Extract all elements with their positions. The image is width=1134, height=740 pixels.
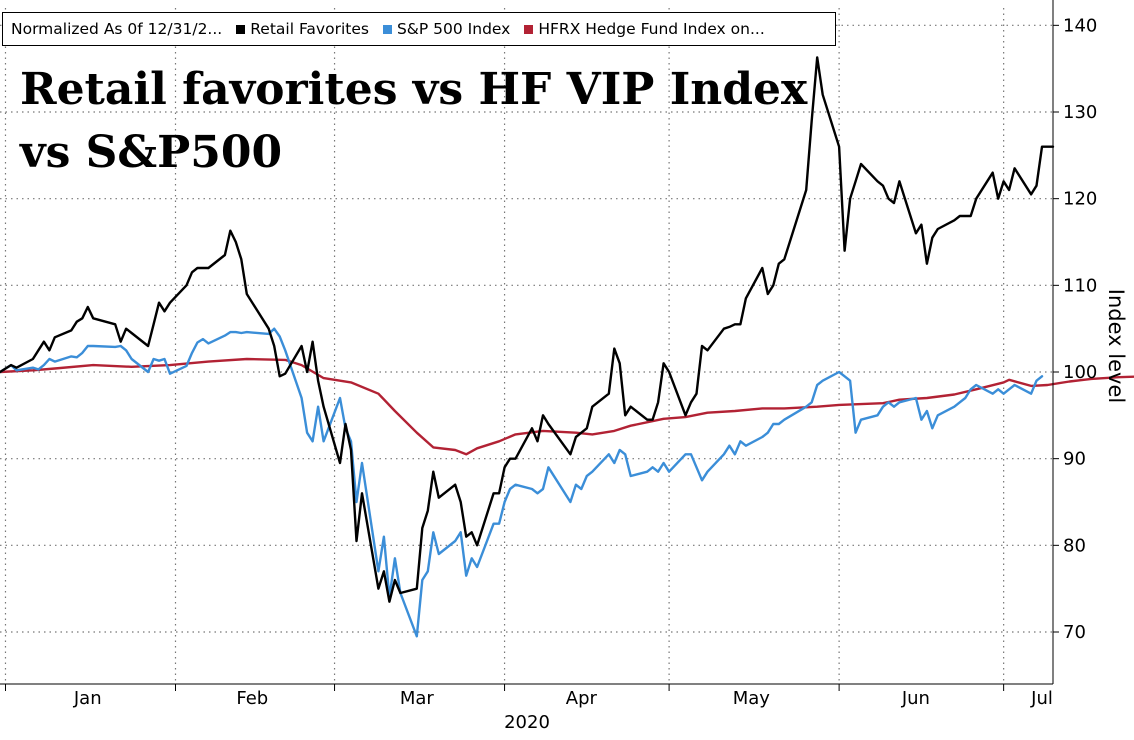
y-tick-label: 90 xyxy=(1063,449,1086,470)
series-line-retail-favorites xyxy=(0,56,1055,603)
series-line-s-p-500-index xyxy=(0,327,1044,638)
y-tick-label: 80 xyxy=(1063,535,1086,556)
legend-label-hfrx: HFRX Hedge Fund Index on... xyxy=(538,20,765,38)
chart-title-line-2: vs S&P500 xyxy=(20,127,283,178)
axes: 70 80 90 100 110 120 130 140 Jan Feb Mar Apr May Jun J… xyxy=(0,0,1097,709)
x-tick-label: Apr xyxy=(566,688,598,709)
series-line-hfrx-hedge-fund-index-on xyxy=(0,357,1134,456)
legend-label-retail-favorites: Retail Favorites xyxy=(250,20,369,38)
y-tick-label: 70 xyxy=(1063,622,1086,643)
legend: Normalized As 0f 12/31/2... Retail Favor… xyxy=(2,12,836,46)
x-tick-label: Jun xyxy=(901,688,930,709)
y-tick-label: 140 xyxy=(1063,15,1097,36)
x-axis-year-label: 2020 xyxy=(504,712,550,733)
y-tick-label: 110 xyxy=(1063,275,1097,296)
series-lines xyxy=(0,56,1134,638)
legend-swatch-sp500 xyxy=(382,24,392,34)
x-tick-label: Feb xyxy=(236,688,268,709)
legend-note: Normalized As 0f 12/31/2... xyxy=(11,20,222,38)
legend-swatch-retail-favorites xyxy=(236,24,246,34)
y-tick-label: 130 xyxy=(1063,102,1097,123)
chart-title-line-1: Retail favorites vs HF VIP Index xyxy=(20,64,808,115)
y-tick-label: 100 xyxy=(1063,362,1097,383)
legend-swatch-hfrx xyxy=(524,24,534,34)
legend-item-sp500: S&P 500 Index xyxy=(382,20,511,38)
chart-title: Retail favorites vs HF VIP Index vs S&P5… xyxy=(20,58,807,184)
legend-item-hfrx: HFRX Hedge Fund Index on... xyxy=(524,20,765,38)
x-tick-label: Jul xyxy=(1030,688,1053,709)
legend-label-sp500: S&P 500 Index xyxy=(396,20,511,38)
y-tick-label: 120 xyxy=(1063,189,1097,210)
legend-note-text: Normalized As 0f 12/31/2... xyxy=(11,20,223,38)
y-axis-label: Index level xyxy=(1104,289,1128,403)
x-tick-label: May xyxy=(733,688,771,709)
x-tick-label: Jan xyxy=(73,688,102,709)
legend-item-retail-favorites: Retail Favorites xyxy=(236,20,369,38)
x-tick-label: Mar xyxy=(400,688,435,709)
